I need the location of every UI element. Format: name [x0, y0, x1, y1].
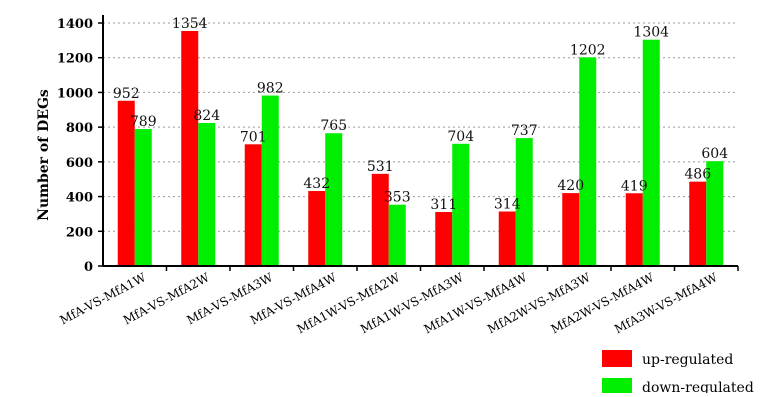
bars — [117, 30, 724, 267]
bar-up-regulated — [371, 173, 389, 266]
x-category-label: MfA1W-VS-MfA4W — [422, 270, 530, 336]
x-category-label: MfA3W-VS-MfA4W — [612, 270, 720, 336]
bar-value-label: 353 — [384, 190, 411, 206]
bar-value-label: 824 — [193, 108, 220, 124]
bar-value-label: 704 — [447, 129, 474, 145]
bar-down-regulated — [515, 138, 533, 266]
y-tick-label: 0 — [84, 260, 93, 275]
bar-value-label: 311 — [430, 197, 457, 213]
bar-value-label: 1202 — [570, 42, 606, 58]
bar-up-regulated — [435, 212, 453, 266]
bar-value-label: 420 — [557, 178, 584, 194]
bar-up-regulated — [308, 191, 326, 266]
bar-up-regulated — [689, 181, 707, 266]
bar-value-label: 952 — [113, 86, 140, 102]
bar-down-regulated — [325, 133, 343, 266]
bar-value-label: 1354 — [172, 16, 208, 32]
bar-value-label: 531 — [367, 159, 394, 175]
bar-value-label: 486 — [684, 167, 711, 183]
axes: 0200400600800100012001400MfA-VS-MfA1WMfA… — [57, 15, 739, 336]
x-category-label: MfA2W-VS-MfA3W — [485, 270, 593, 336]
y-tick-label: 1400 — [57, 17, 93, 32]
bar-down-regulated — [579, 57, 597, 266]
data-labels: 952 789 1354 824 701 982 432 765 531 353 311 704 314… — [113, 16, 728, 213]
bar-value-label: 765 — [320, 118, 347, 134]
y-tick-label: 800 — [66, 121, 93, 136]
legend-label: up-regulated — [642, 352, 733, 368]
bar-value-label: 419 — [621, 178, 648, 194]
bar-value-label: 604 — [701, 146, 728, 162]
bar-down-regulated — [198, 122, 216, 266]
bar-up-regulated — [244, 144, 262, 266]
bar-value-label: 982 — [257, 81, 284, 97]
bar-value-label: 1304 — [633, 25, 669, 41]
x-category-label: MfA2W-VS-MfA4W — [549, 270, 657, 336]
bar-up-regulated — [562, 193, 580, 266]
y-axis-title: Number of DEGs — [36, 89, 52, 221]
bar-down-regulated — [642, 39, 660, 266]
legend-swatch — [602, 378, 632, 395]
y-tick-label: 200 — [66, 225, 93, 240]
bar-down-regulated — [452, 143, 470, 266]
y-tick-label: 600 — [66, 156, 93, 171]
bar-value-label: 737 — [511, 123, 538, 139]
bar-value-label: 701 — [240, 129, 267, 145]
legend-swatch — [602, 350, 632, 367]
bar-value-label: 432 — [303, 176, 330, 192]
y-tick-label: 400 — [66, 191, 93, 206]
bar-down-regulated — [261, 95, 279, 266]
bar-up-regulated — [117, 100, 135, 266]
legend-label: down-regulated — [642, 380, 754, 393]
bar-up-regulated — [498, 211, 516, 266]
bar-up-regulated — [181, 30, 199, 267]
x-category-label: MfA1W-VS-MfA3W — [358, 270, 466, 336]
y-tick-label: 1000 — [57, 86, 93, 101]
bar-value-label: 314 — [494, 196, 521, 212]
y-tick-label: 1200 — [57, 52, 93, 67]
x-category-label: MfA1W-VS-MfA2W — [295, 270, 403, 336]
bar-down-regulated — [706, 161, 724, 266]
bar-down-regulated — [134, 129, 152, 266]
legend: up-regulated down-regulated — [602, 350, 754, 396]
bar-up-regulated — [625, 193, 643, 266]
bar-down-regulated — [388, 204, 406, 266]
bar-value-label: 789 — [130, 114, 157, 130]
